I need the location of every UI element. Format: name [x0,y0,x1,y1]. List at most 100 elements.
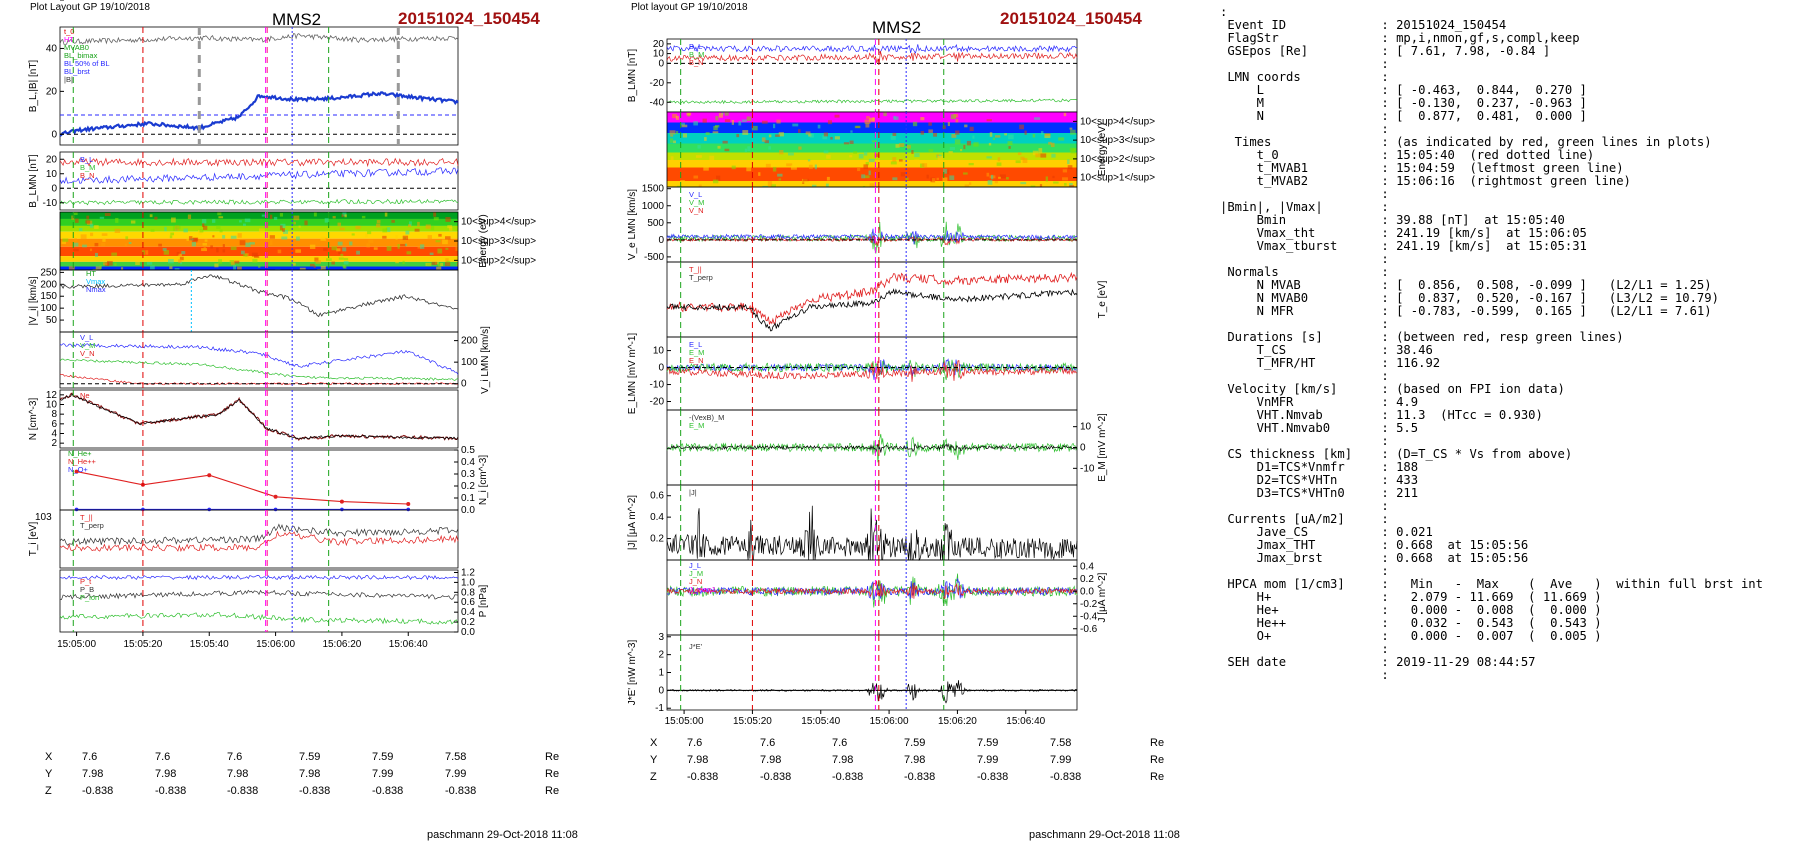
spectrogram-cell [121,267,124,270]
tick-label: 0 [658,58,664,69]
bl-brst-line [59,91,459,137]
spectrogram-cell [431,261,438,265]
spectrogram-cell [670,134,674,137]
panel-frame [59,151,459,211]
spectrogram-cell [826,154,831,159]
spectrogram-cell [1067,165,1073,170]
legend-entry: V_N [80,349,95,358]
spectrogram-cell [169,266,173,270]
spectrogram-cell [999,174,1006,179]
spectrogram-cell [779,149,784,155]
spectrogram-cell [1058,137,1065,141]
tick-label: 2 [658,650,664,661]
spectrogram-cell [761,137,766,142]
spectrogram-cell [323,248,328,252]
spectrogram-cell [124,243,127,247]
spectrogram-cell [843,142,850,145]
spectrogram-cell [1063,112,1067,117]
position-value: -0.838 [832,771,864,783]
spectrogram-cell [251,252,258,257]
tick-label: 0.4 [650,512,664,523]
position-unit: Re [1150,737,1165,749]
je-line [666,680,1078,704]
position-value: 7.58 [1050,737,1072,749]
spectrogram-cell [949,175,955,180]
spectrogram-cell [355,225,361,230]
spectrogram-cell [216,225,221,229]
panel-frame [59,269,459,333]
spectrogram-cell [776,119,781,124]
spectrogram-cell [456,262,458,267]
spectrogram-cell [426,263,431,267]
info-line: : [1220,564,1389,578]
spectrogram-cell [770,184,776,187]
tick-label: 150 [40,291,57,302]
legend-entry: V_N [689,206,704,215]
spectrogram-cell [900,172,905,177]
legend-entry: P_B [80,585,94,594]
spectrogram-cell [825,183,829,187]
position-value: 7.98 [155,768,177,780]
legend-entry: P_t [80,577,92,586]
legend-entry: B_N [689,58,704,67]
spectrogram [60,212,458,270]
spectrogram-cell [73,242,79,247]
spectrogram-cell [994,135,1001,138]
spectrogram-cell [786,163,793,167]
spectrogram-cell [864,175,870,179]
spectrogram-cell [1045,176,1048,182]
spectrogram-cell [252,258,258,263]
vl-line [59,343,459,375]
position-label: Z [45,785,52,797]
spectrogram [667,112,1077,187]
spectrogram-cell [73,212,78,216]
spectrogram-cell [212,235,215,238]
tick-label: 1500 [642,184,665,195]
tick-label: 0.2 [461,617,475,628]
legend-entry: BL_brst [64,67,91,76]
position-value: 7.99 [445,768,467,780]
y-axis-label: Energy (eV) [478,214,489,267]
spectrogram-cell [858,153,864,159]
legend-entry: J*E' [689,642,703,651]
legend-entry: B_N [80,171,95,180]
info-line: He+ : 0.000 - 0.008 ( 0.000 ) [1220,603,1602,617]
position-value: -0.838 [155,785,187,797]
info-line: CS thickness [km] : (D=T_CS * Vs from ab… [1220,447,1573,461]
spectrogram-band [667,133,1077,144]
spectrogram-cell [145,250,149,255]
legend-entry: T_perp [80,521,104,530]
tick-label: 0.0 [461,505,475,516]
position-value: 7.98 [299,768,321,780]
spectrogram-cell [746,116,752,121]
legend-entry: |B| [64,75,73,84]
spectrogram-cell [1058,181,1062,184]
spectrogram-band [667,167,1077,181]
info-line: : [1220,252,1389,266]
spectrogram-cell [1070,129,1076,135]
spectrogram-band [60,261,458,267]
spectrogram-cell [89,223,94,228]
spectrogram-cell [731,120,735,125]
tick-label: 12 [46,390,58,401]
tick-label: 0.2 [1080,574,1094,585]
position-value: -0.838 [299,785,331,797]
bn-line [666,98,1078,105]
spectrogram-cell [242,223,246,227]
y-axis-label: E_LMN [mV m^-1] [627,333,638,415]
spectrogram-cell [107,260,113,266]
legend-entry: N_He+ [68,449,92,458]
spectrogram-cell [718,113,723,118]
info-line: : [1220,668,1389,682]
spectrogram-band [667,160,1077,168]
spectrogram-cell [320,236,326,241]
time-tick-label: 15:05:40 [190,639,229,650]
spectrogram-cell [146,261,153,265]
nhe2-point [207,473,212,478]
spectrogram-cell [254,254,260,258]
spectrogram-cell [187,214,192,220]
tick-label: 10<sup>1</sup> [1080,173,1155,184]
spectrogram-cell [449,227,453,231]
tick-label: 10 [653,49,665,60]
spectrogram-cell [343,266,347,269]
